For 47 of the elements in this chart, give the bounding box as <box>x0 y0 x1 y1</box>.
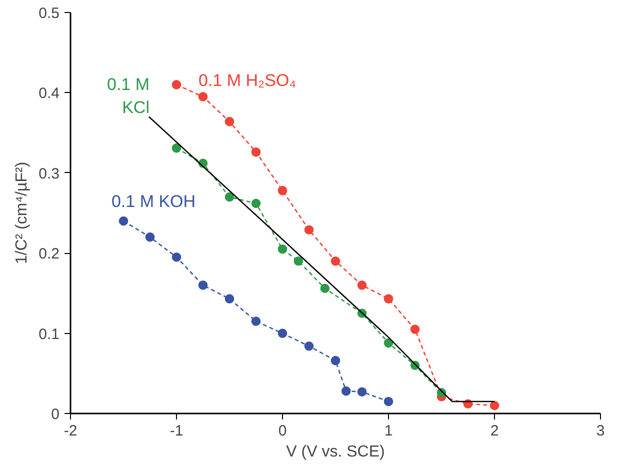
point <box>172 80 182 90</box>
y-tick-label: 0.3 <box>38 165 60 182</box>
point <box>198 92 208 102</box>
point <box>278 244 288 254</box>
point <box>251 316 261 326</box>
point <box>384 338 394 348</box>
y-tick-label: 0.5 <box>38 5 60 22</box>
point <box>341 386 351 396</box>
point <box>357 387 367 396</box>
y-tick-label: 0.2 <box>38 246 60 263</box>
point <box>224 294 234 304</box>
point <box>278 328 288 338</box>
x-tick-label: 3 <box>596 422 605 440</box>
point <box>490 400 500 410</box>
point <box>251 198 261 208</box>
point <box>384 396 394 406</box>
series-label: 0.1 M KOH <box>111 192 196 212</box>
point <box>172 252 182 262</box>
point <box>145 232 155 242</box>
y-tick-label: 0.4 <box>38 85 60 102</box>
x-tick-label: 2 <box>490 422 499 440</box>
point <box>410 324 420 334</box>
point <box>330 256 340 266</box>
y-tick-label: 0.1 <box>38 326 60 343</box>
point <box>224 116 234 126</box>
point <box>330 356 340 366</box>
point <box>384 294 394 304</box>
point <box>357 280 367 290</box>
point <box>172 143 182 153</box>
point <box>294 256 304 266</box>
y-axis-title: 1/C² (cm⁴/µF²) <box>14 162 31 264</box>
point <box>224 192 234 202</box>
point <box>118 216 128 226</box>
point <box>304 341 314 351</box>
text: 0.1 M KCl <box>106 75 150 118</box>
x-tick-label: -2 <box>64 422 78 440</box>
x-tick-label: 1 <box>384 422 393 440</box>
x-axis-title: V (V vs. SCE) <box>286 444 385 460</box>
point <box>304 225 314 234</box>
point <box>278 186 288 196</box>
x-tick-label: 0 <box>278 422 287 440</box>
point <box>320 284 330 294</box>
y-tick-label: 0 <box>51 406 60 423</box>
series-label: 0.1 M H₂SO₄ <box>198 71 296 90</box>
x-tick-label: -1 <box>170 422 184 440</box>
point <box>251 147 261 157</box>
point <box>198 280 208 290</box>
